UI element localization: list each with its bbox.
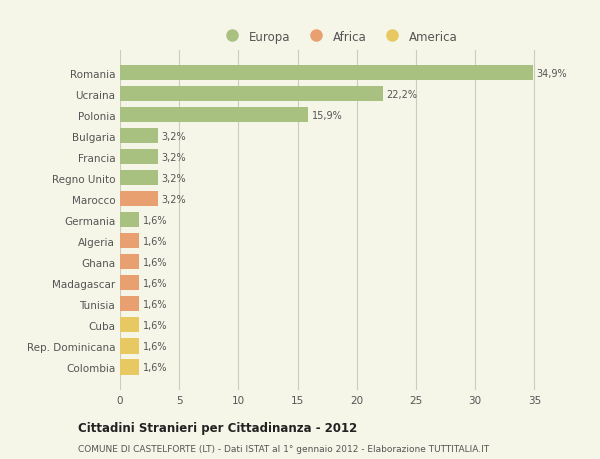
Bar [120, 150, 158, 165]
Bar [120, 66, 533, 81]
Bar [120, 108, 308, 123]
Text: 3,2%: 3,2% [161, 152, 186, 162]
Bar [120, 318, 139, 333]
Text: 34,9%: 34,9% [536, 68, 568, 78]
Text: Cittadini Stranieri per Cittadinanza - 2012: Cittadini Stranieri per Cittadinanza - 2… [78, 421, 357, 434]
Legend: Europa, Africa, America: Europa, Africa, America [215, 26, 463, 48]
Bar [120, 213, 139, 228]
Bar [120, 339, 139, 354]
Text: 15,9%: 15,9% [312, 111, 343, 120]
Bar [120, 171, 158, 186]
Text: 1,6%: 1,6% [142, 257, 167, 267]
Text: 1,6%: 1,6% [142, 362, 167, 372]
Text: 1,6%: 1,6% [142, 341, 167, 351]
Bar [120, 234, 139, 249]
Bar [120, 87, 383, 102]
Text: 3,2%: 3,2% [161, 131, 186, 141]
Bar [120, 192, 158, 207]
Bar [120, 276, 139, 291]
Text: 1,6%: 1,6% [142, 215, 167, 225]
Text: 3,2%: 3,2% [161, 174, 186, 183]
Bar [120, 297, 139, 312]
Text: 1,6%: 1,6% [142, 236, 167, 246]
Text: 3,2%: 3,2% [161, 194, 186, 204]
Text: COMUNE DI CASTELFORTE (LT) - Dati ISTAT al 1° gennaio 2012 - Elaborazione TUTTIT: COMUNE DI CASTELFORTE (LT) - Dati ISTAT … [78, 444, 489, 453]
Bar [120, 255, 139, 270]
Text: 1,6%: 1,6% [142, 278, 167, 288]
Text: 1,6%: 1,6% [142, 299, 167, 309]
Text: 1,6%: 1,6% [142, 320, 167, 330]
Text: 22,2%: 22,2% [386, 90, 418, 100]
Bar [120, 359, 139, 375]
Bar [120, 129, 158, 144]
